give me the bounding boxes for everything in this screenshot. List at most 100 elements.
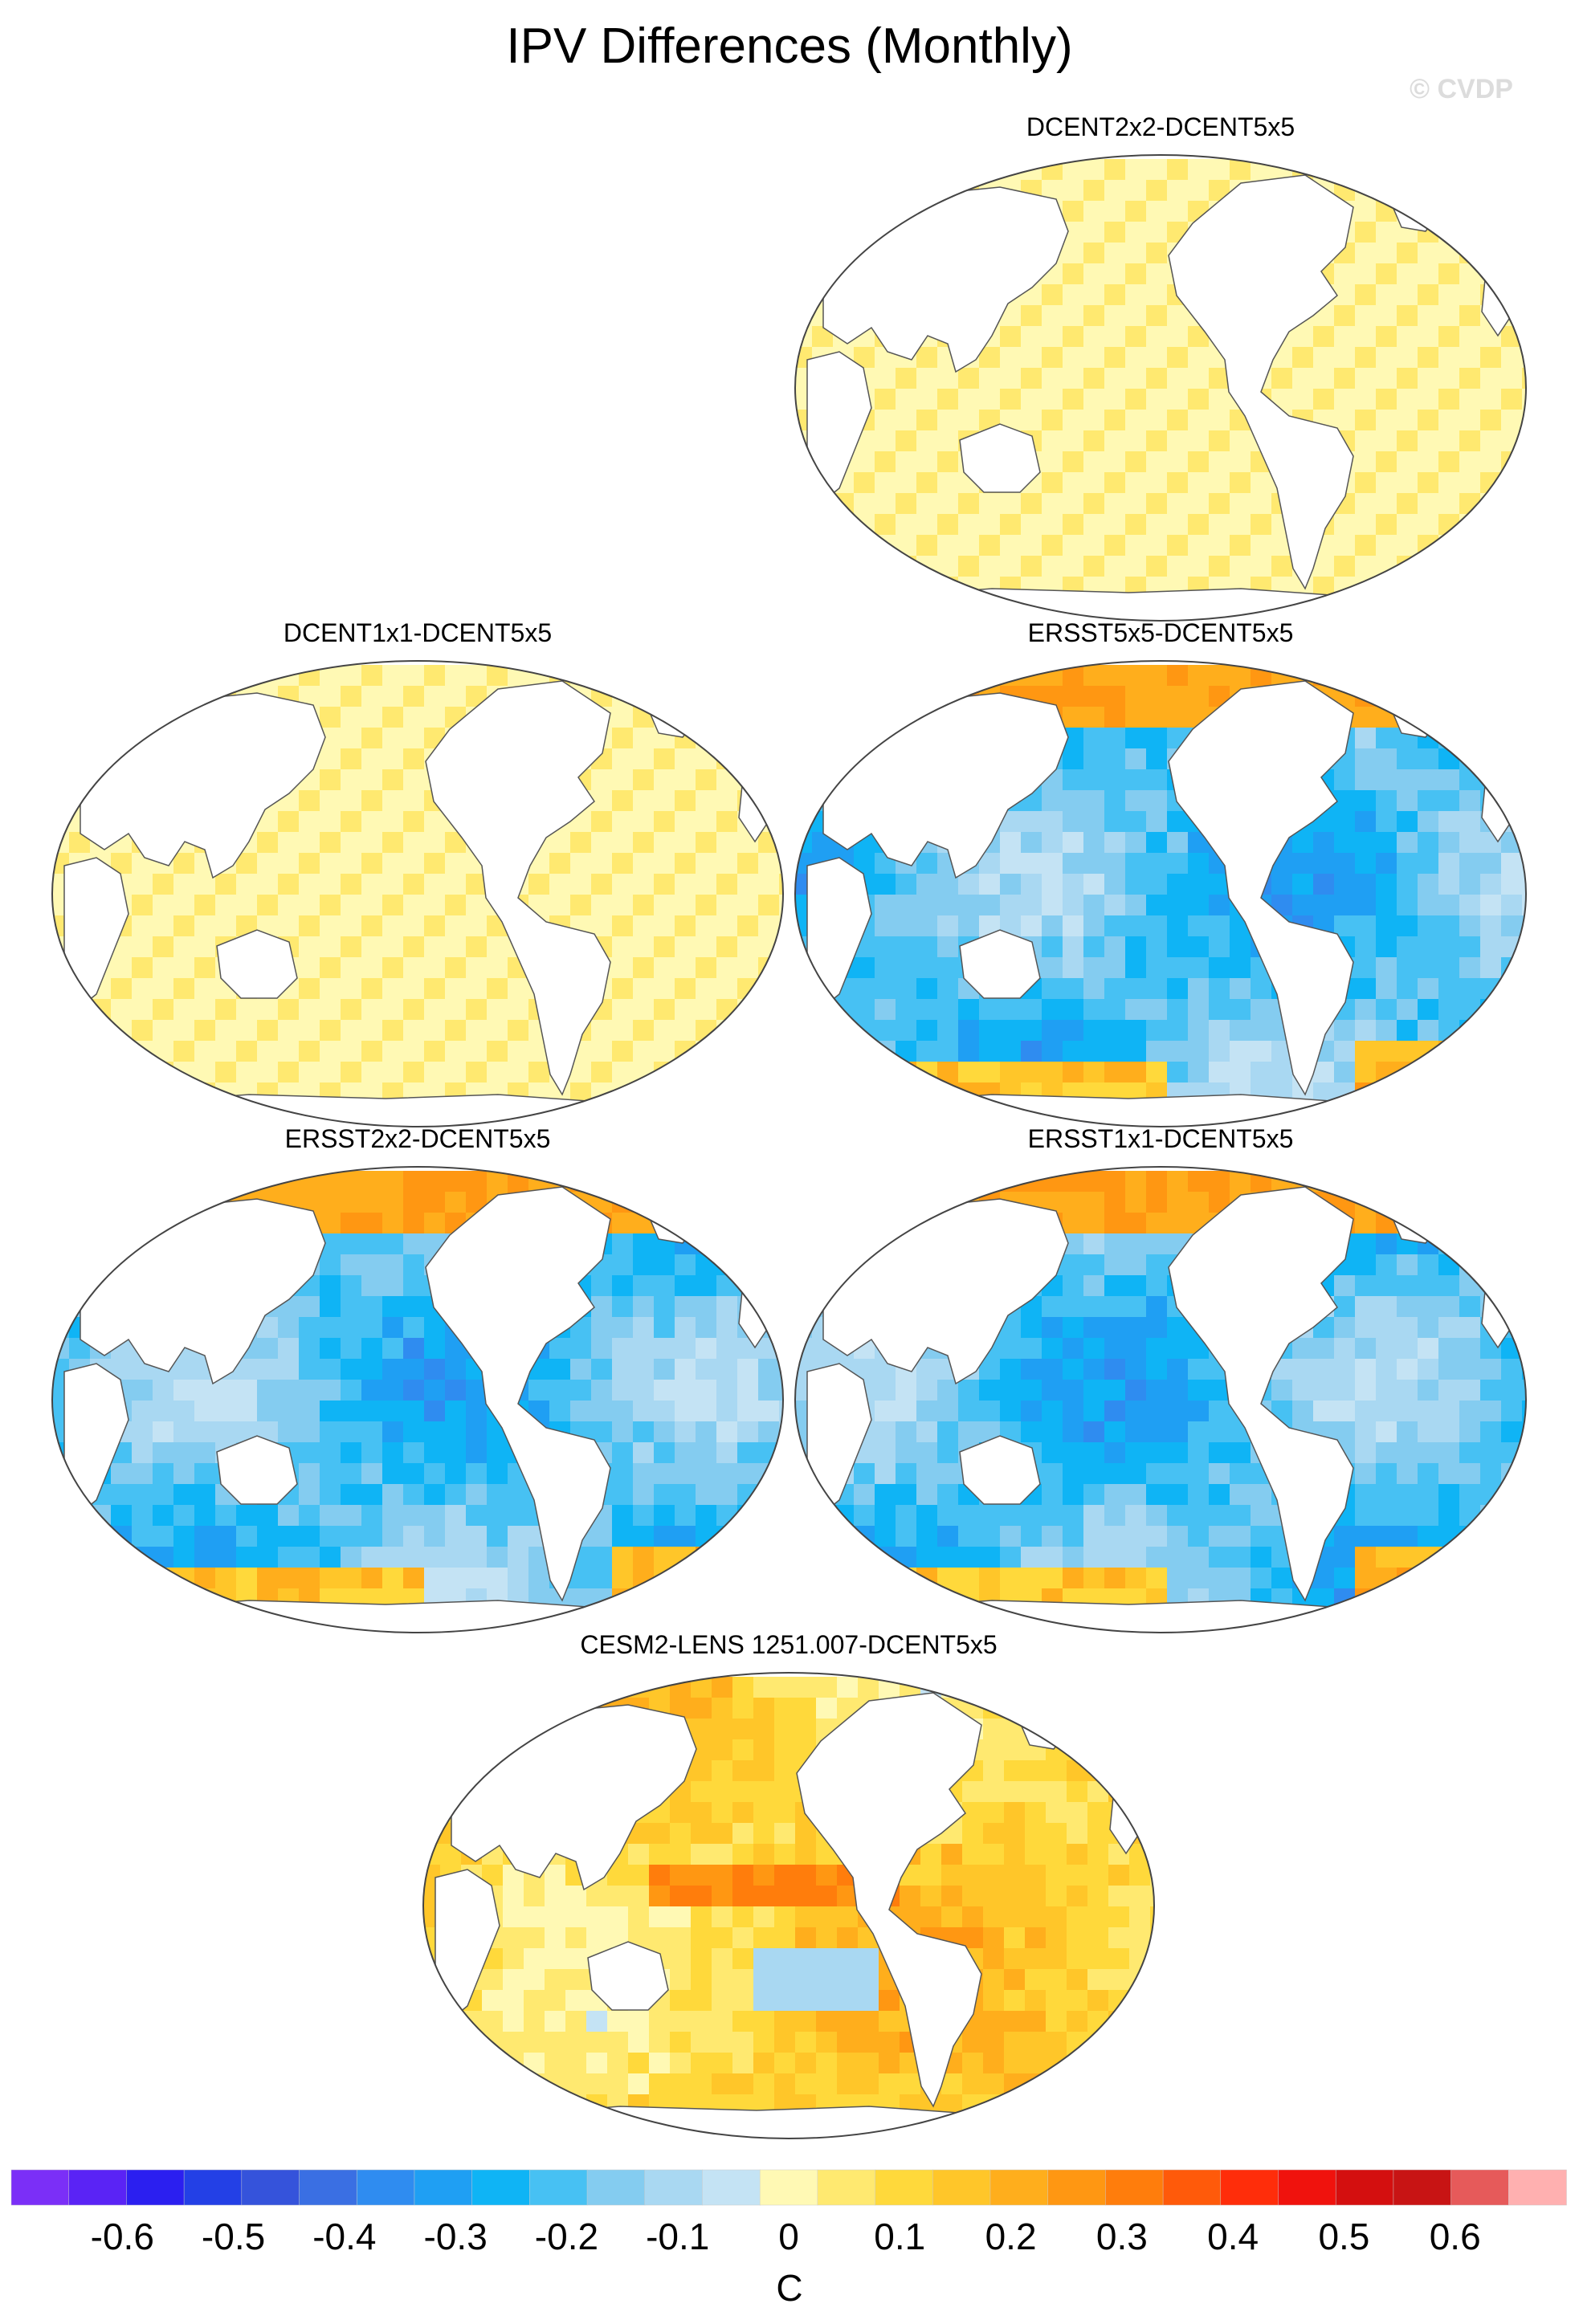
data-cell bbox=[716, 1317, 738, 1339]
data-cell bbox=[1397, 1421, 1418, 1443]
data-cell bbox=[194, 1547, 216, 1568]
data-cell bbox=[1087, 1719, 1109, 1740]
data-cell bbox=[1459, 1421, 1481, 1443]
data-cell bbox=[361, 748, 383, 770]
data-cell bbox=[1146, 936, 1168, 958]
data-cell bbox=[696, 915, 717, 937]
data-cell bbox=[1480, 597, 1502, 619]
data-cell bbox=[278, 1568, 300, 1589]
data-cell bbox=[69, 1171, 91, 1193]
data-cell bbox=[1438, 368, 1460, 389]
data-cell bbox=[1397, 1380, 1418, 1401]
data-cell bbox=[612, 1484, 634, 1506]
data-cell bbox=[1418, 811, 1439, 833]
data-cell bbox=[1067, 1823, 1088, 1845]
data-cell bbox=[445, 1359, 467, 1380]
data-cell bbox=[758, 1020, 780, 1042]
data-cell bbox=[875, 1484, 896, 1506]
data-cell bbox=[173, 1082, 195, 1104]
data-cell bbox=[52, 748, 70, 770]
data-cell bbox=[215, 1062, 237, 1083]
data-cell bbox=[649, 2053, 671, 2074]
data-cell bbox=[257, 895, 279, 916]
data-cell bbox=[1125, 936, 1147, 958]
data-cell bbox=[1150, 2073, 1154, 2095]
data-cell bbox=[257, 1062, 279, 1083]
data-cell bbox=[1459, 978, 1481, 1000]
data-cell bbox=[1042, 936, 1063, 958]
data-cell bbox=[69, 665, 91, 687]
data-cell bbox=[1125, 1062, 1147, 1083]
colorbar-swatch bbox=[1508, 2169, 1567, 2206]
data-cell bbox=[795, 2073, 817, 2095]
data-cell bbox=[1501, 1359, 1523, 1380]
data-cell bbox=[382, 811, 404, 833]
data-cell bbox=[1438, 1275, 1460, 1297]
data-cell bbox=[1146, 1062, 1168, 1083]
data-cell bbox=[1167, 1380, 1189, 1401]
data-cell bbox=[875, 1062, 896, 1083]
data-cell bbox=[1063, 1338, 1084, 1360]
data-cell bbox=[1418, 389, 1439, 410]
data-cell bbox=[854, 1192, 875, 1213]
data-cell bbox=[52, 999, 70, 1021]
data-cell bbox=[1146, 1380, 1168, 1401]
data-cell bbox=[1150, 1677, 1154, 1698]
data-cell bbox=[937, 1020, 959, 1042]
data-cell bbox=[1021, 1020, 1042, 1042]
data-cell bbox=[670, 1969, 692, 1991]
data-cell bbox=[1125, 556, 1147, 577]
data-cell bbox=[299, 1317, 320, 1339]
data-cell bbox=[1459, 222, 1481, 243]
data-cell bbox=[1313, 1568, 1335, 1589]
data-cell bbox=[716, 1484, 738, 1506]
data-cell bbox=[712, 1948, 733, 1970]
data-cell bbox=[1376, 832, 1397, 854]
data-cell bbox=[1063, 999, 1084, 1021]
data-cell bbox=[1334, 368, 1356, 389]
data-cell bbox=[382, 1171, 404, 1193]
data-cell bbox=[1397, 1171, 1418, 1193]
data-cell bbox=[1042, 1421, 1063, 1443]
data-cell bbox=[1230, 1041, 1251, 1062]
data-cell bbox=[257, 1547, 279, 1568]
data-cell bbox=[1046, 2073, 1067, 2095]
data-cell bbox=[612, 1547, 634, 1568]
data-cell bbox=[1230, 493, 1251, 515]
data-cell bbox=[1167, 159, 1189, 181]
data-cell bbox=[654, 1296, 675, 1318]
data-cell bbox=[1104, 769, 1126, 791]
data-cell bbox=[1251, 1505, 1272, 1527]
data-cell bbox=[1021, 535, 1042, 557]
data-cell bbox=[1376, 1082, 1397, 1104]
data-cell bbox=[1104, 410, 1126, 431]
data-cell bbox=[816, 2073, 838, 2095]
data-cell bbox=[854, 577, 875, 598]
data-cell bbox=[341, 1233, 362, 1255]
data-cell bbox=[774, 1948, 796, 1970]
data-cell bbox=[696, 1296, 717, 1318]
data-cell bbox=[341, 1442, 362, 1464]
colorbar-swatch bbox=[989, 2169, 1049, 2206]
data-cell bbox=[1146, 347, 1168, 369]
data-cell bbox=[215, 1568, 237, 1589]
land-americas bbox=[1168, 174, 1354, 590]
data-cell bbox=[591, 1338, 613, 1360]
data-cell bbox=[52, 707, 70, 728]
data-cell bbox=[1063, 915, 1084, 937]
data-cell bbox=[466, 936, 488, 958]
data-cell bbox=[837, 2073, 859, 2095]
data-cell bbox=[1188, 936, 1210, 958]
data-cell bbox=[1334, 159, 1356, 181]
data-cell bbox=[1209, 1505, 1230, 1527]
data-cell bbox=[236, 1401, 258, 1422]
data-cell bbox=[586, 1927, 608, 1949]
data-cell bbox=[445, 1505, 467, 1527]
data-cell bbox=[1334, 1082, 1356, 1104]
data-cell bbox=[654, 999, 675, 1021]
data-cell bbox=[1355, 263, 1377, 285]
data-cell bbox=[875, 1588, 896, 1610]
data-cell bbox=[628, 2073, 650, 2095]
data-cell bbox=[341, 1275, 362, 1297]
data-cell bbox=[833, 597, 855, 619]
